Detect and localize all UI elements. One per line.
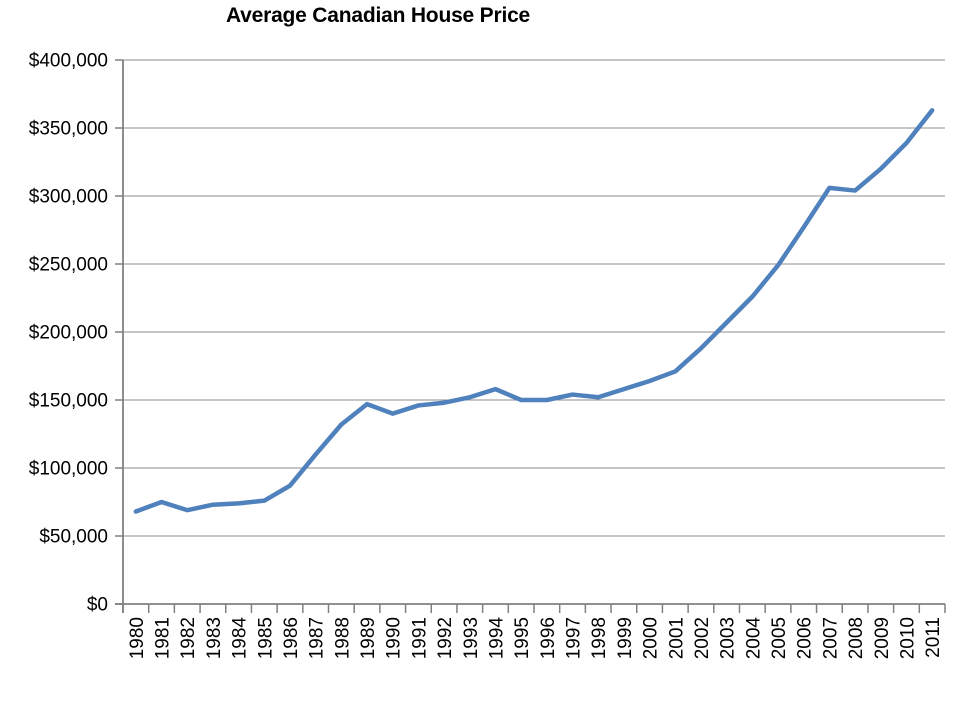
y-axis-tick-label: $200,000 [29,323,108,344]
x-axis-tick-label: 1997 [564,617,585,659]
x-axis-tick-label: 2008 [846,617,867,659]
x-axis-tick-label: 1981 [153,617,174,659]
x-axis-tick-label: 2007 [820,617,841,659]
x-axis-tick-label: 1990 [384,617,405,659]
y-axis-tick-label: $100,000 [29,459,108,480]
y-axis-tick-label: $250,000 [29,255,108,276]
x-axis-tick-label: 2003 [718,617,739,659]
x-axis-tick-label: 2001 [666,617,687,659]
x-axis-tick-label: 2010 [897,617,918,659]
x-axis-tick-label: 1983 [204,617,225,659]
x-axis-tick-label: 2011 [923,617,944,658]
x-axis-tick-label: 2005 [769,617,790,659]
y-axis-tick-label: $350,000 [29,119,108,140]
x-axis-tick-label: 2006 [795,617,816,659]
x-axis-tick-label: 1986 [281,617,302,659]
y-axis-tick-label: $150,000 [29,391,108,412]
x-axis-tick-label: 1999 [615,617,636,659]
x-axis-tick-label: 2004 [743,617,764,660]
chart-title: Average Canadian House Price [225,4,531,27]
y-axis-tick-label: $300,000 [29,187,108,208]
x-axis-tick-label: 1985 [255,617,276,659]
x-axis-tick-label: 1988 [332,617,353,659]
x-axis-tick-label: 1991 [409,617,430,659]
x-axis-tick-label: 1993 [461,617,482,659]
x-axis-tick-label: 1994 [486,617,507,660]
y-axis-tick-label: $50,000 [39,527,108,548]
x-axis-tick-label: 1980 [127,617,148,659]
x-axis-tick-label: 1992 [435,617,456,659]
x-axis-tick-label: 2002 [692,617,713,659]
price-series-line [133,108,935,514]
x-axis-tick-label: 1998 [589,617,610,659]
x-axis-tick-label: 2000 [641,617,662,659]
x-axis-tick-label: 1982 [178,617,199,659]
y-axis-tick-label: $0 [87,595,108,616]
x-axis-tick-label: 2009 [872,617,893,659]
x-axis-tick-label: 1996 [538,617,559,659]
x-axis-tick-label: 1987 [307,617,328,659]
x-axis-tick-label: 1995 [512,617,533,659]
x-axis-tick-label: 1989 [358,617,379,659]
x-axis-tick-label: 1984 [230,617,251,660]
y-axis-tick-label: $400,000 [29,51,108,72]
